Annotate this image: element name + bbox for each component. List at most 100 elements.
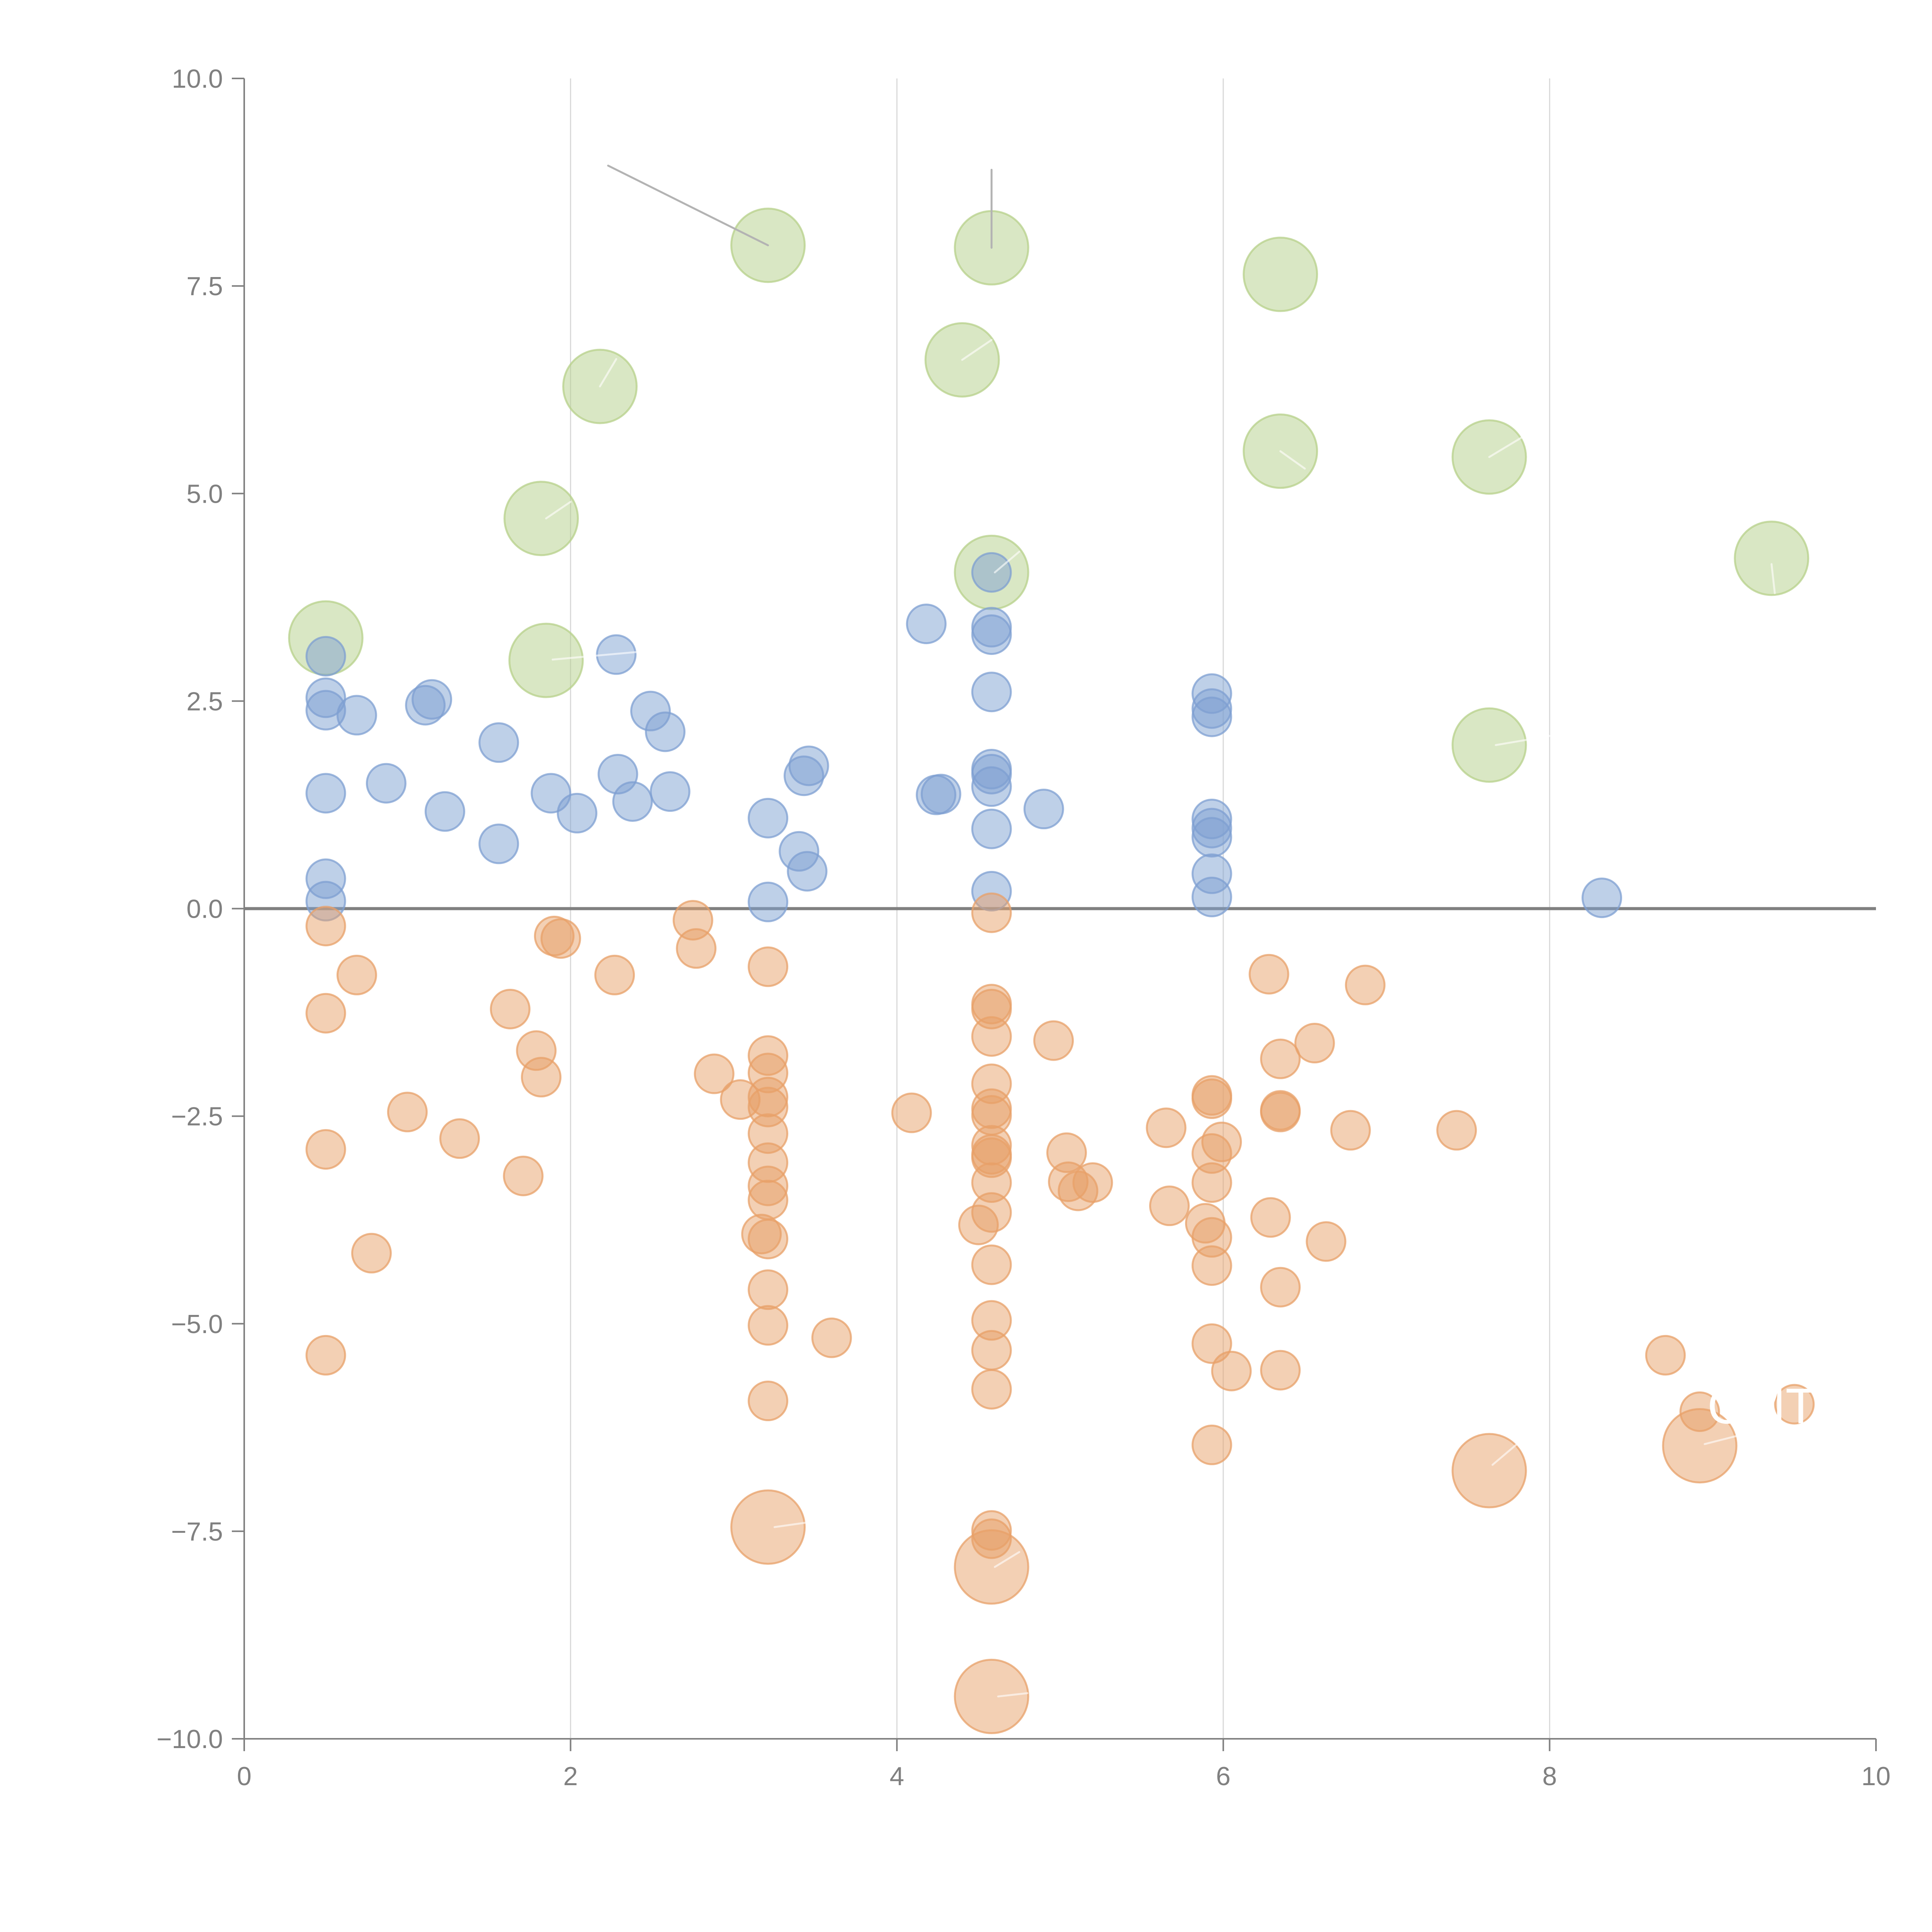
data-point-blue — [650, 771, 690, 812]
annotation-leader-line — [1492, 1443, 1518, 1466]
data-point-orange — [891, 1092, 932, 1133]
data-point-orange — [971, 1369, 1012, 1410]
annotation-leader-line — [773, 1520, 816, 1528]
data-point-orange — [1191, 1424, 1232, 1465]
y-tick-label: 2.5 — [186, 687, 223, 716]
data-point-orange — [1330, 1110, 1371, 1151]
x-tick-label: 2 — [563, 1762, 578, 1791]
data-point-orange — [1260, 1267, 1301, 1308]
data-point-orange — [1294, 1023, 1335, 1064]
data-point-orange — [971, 1244, 1012, 1285]
annotations: CMT — [1708, 1378, 1816, 1434]
x-tick-label: 4 — [889, 1762, 904, 1791]
data-point-orange — [1191, 1078, 1232, 1119]
data-point-green — [1451, 707, 1527, 783]
data-point-orange — [748, 946, 789, 987]
data-point-blue — [787, 851, 828, 892]
data-point-orange — [694, 1053, 735, 1094]
x-axis-ticks: 0 2 4 6 8 10 — [237, 1739, 1891, 1791]
data-point-orange — [594, 954, 635, 995]
data-point-orange — [540, 918, 581, 959]
annotation-leader-line — [599, 358, 617, 388]
data-point-orange — [1191, 1162, 1232, 1203]
data-point-blue — [478, 722, 519, 763]
annotation-leader-line — [994, 1551, 1020, 1568]
annotation-leader-line — [961, 339, 993, 361]
data-point-green — [503, 481, 579, 556]
data-point-orange — [1248, 954, 1289, 995]
data-point-blue — [971, 672, 1012, 713]
data-point-orange — [676, 928, 717, 969]
annotation-leader-line — [1770, 563, 1776, 594]
data-point-blue — [1191, 817, 1232, 858]
data-point-blue — [971, 766, 1012, 807]
data-point-orange — [1072, 1162, 1113, 1203]
annotation-label: CMT — [1708, 1378, 1816, 1434]
data-point-orange — [1645, 1335, 1686, 1376]
data-point-blue — [971, 614, 1012, 655]
annotation-leader-line — [1704, 1435, 1738, 1445]
data-point-blue — [366, 763, 406, 804]
data-point-orange — [1191, 1245, 1232, 1286]
data-point-orange — [1211, 1350, 1252, 1391]
data-point-orange-large — [954, 1529, 1029, 1605]
y-tick-label: 7.5 — [186, 272, 223, 301]
x-tick-label: 8 — [1542, 1762, 1557, 1791]
y-tick-label: −2.5 — [171, 1102, 223, 1131]
data-point-blue — [556, 793, 597, 833]
annotation-leader-line — [1279, 450, 1306, 470]
data-point-blue — [971, 552, 1012, 593]
annotation-leader-line — [1495, 735, 1551, 746]
data-point-orange — [1149, 1185, 1190, 1226]
annotation-leader-line — [994, 551, 1020, 573]
data-point-orange — [490, 988, 531, 1029]
data-point-orange — [305, 993, 346, 1034]
data-point-orange-large — [954, 1658, 1029, 1734]
data-point-orange — [1260, 1092, 1301, 1133]
y-tick-label: 10.0 — [172, 64, 223, 94]
y-axis-ticks: 10.0 7.5 5.0 2.5 0.0 −2.5 −5.0 −7.5 −10.0 — [156, 64, 244, 1754]
data-point-green — [508, 622, 584, 698]
data-point-blue — [916, 774, 957, 815]
y-tick-label: −10.0 — [156, 1725, 223, 1754]
y-tick-label: 5.0 — [186, 479, 223, 509]
data-point-orange — [971, 892, 1012, 933]
data-point-orange — [351, 1233, 392, 1274]
data-point-orange — [305, 1129, 346, 1170]
data-point-orange — [748, 1269, 789, 1310]
y-tick-label: 0.0 — [186, 895, 223, 924]
data-point-orange — [1191, 1323, 1232, 1364]
data-point-orange — [305, 1335, 346, 1376]
y-tick-label: −5.0 — [171, 1310, 223, 1339]
data-point-orange — [1250, 1197, 1291, 1238]
data-point-blue — [748, 881, 789, 922]
annotation-leader-line — [997, 1692, 1029, 1697]
data-point-blue — [783, 755, 824, 796]
data-point-blue — [612, 781, 653, 822]
annotation-leader-line — [545, 501, 572, 520]
data-point-blue — [478, 823, 519, 864]
data-point-blue — [1191, 696, 1232, 737]
data-point-blue — [906, 604, 947, 645]
data-point-orange — [1260, 1038, 1301, 1079]
data-point-orange — [971, 1016, 1012, 1057]
data-point-orange — [1774, 1384, 1815, 1425]
data-point-blue — [305, 636, 346, 677]
data-point-blue — [1023, 789, 1064, 830]
data-point-orange — [748, 1180, 789, 1221]
data-point-green — [1243, 236, 1318, 312]
x-tick-label: 6 — [1216, 1762, 1231, 1791]
data-point-orange — [1345, 964, 1386, 1005]
data-point-orange — [748, 1381, 789, 1422]
data-point-orange — [811, 1317, 852, 1358]
axes — [243, 78, 1876, 1740]
y-tick-label: −7.5 — [171, 1517, 223, 1546]
data-points — [288, 207, 1815, 1734]
data-point-orange — [1260, 1350, 1301, 1391]
data-point-blue — [971, 808, 1012, 849]
data-point-orange — [1436, 1110, 1477, 1151]
data-point-blue — [1582, 878, 1622, 918]
x-tick-label: 10 — [1861, 1762, 1891, 1791]
data-point-orange — [748, 1219, 789, 1260]
data-point-orange — [1146, 1107, 1187, 1148]
